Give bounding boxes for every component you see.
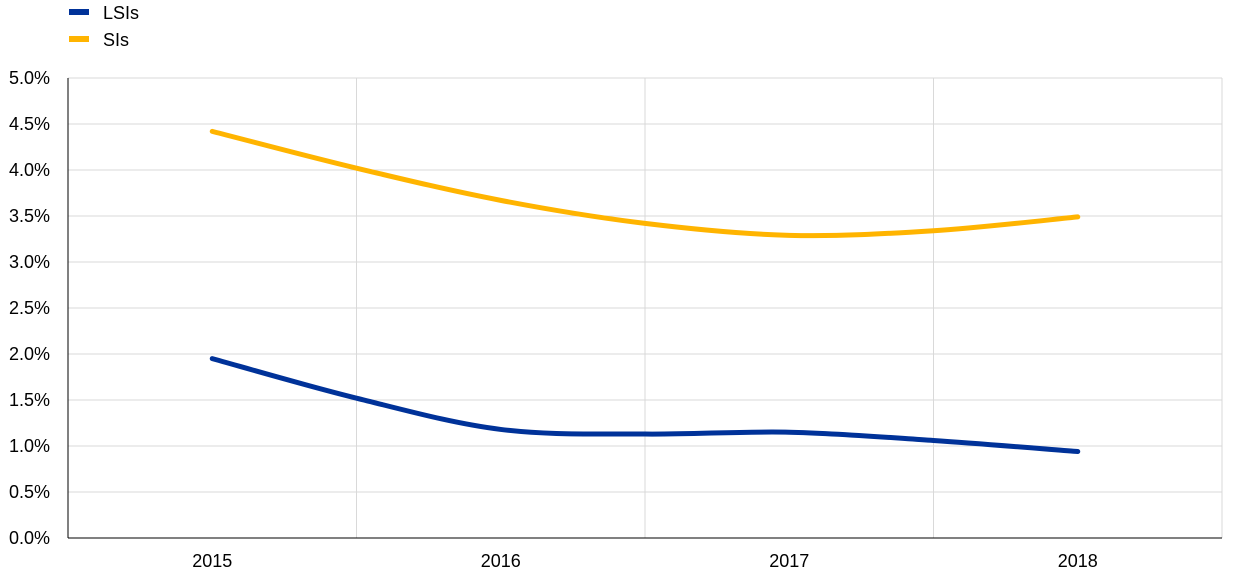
y-tick-label: 2.0% bbox=[9, 344, 50, 364]
x-tick-label: 2016 bbox=[481, 551, 521, 571]
y-tick-label: 2.5% bbox=[9, 298, 50, 318]
y-tick-label: 4.5% bbox=[9, 114, 50, 134]
y-tick-label: 4.0% bbox=[9, 160, 50, 180]
series-lines bbox=[209, 128, 1081, 455]
series-line-lsis bbox=[209, 356, 1081, 455]
y-tick-label: 0.0% bbox=[9, 528, 50, 548]
x-tick-label: 2018 bbox=[1058, 551, 1098, 571]
y-tick-label: 0.5% bbox=[9, 482, 50, 502]
legend: LSIs SIs bbox=[69, 3, 139, 50]
gridlines bbox=[68, 77, 1223, 538]
y-tick-label: 3.0% bbox=[9, 252, 50, 272]
x-tick-label: 2015 bbox=[192, 551, 232, 571]
legend-label-lsis: LSIs bbox=[103, 3, 139, 23]
y-tick-label: 1.5% bbox=[9, 390, 50, 410]
series-line-sis bbox=[209, 128, 1081, 239]
y-tick-label: 1.0% bbox=[9, 436, 50, 456]
y-tick-label: 5.0% bbox=[9, 68, 50, 88]
y-tick-label: 3.5% bbox=[9, 206, 50, 226]
axes: 0.0% 0.5% 1.0% 1.5% 2.0% 2.5% 3.0% 3.5% 4.0% 4.5%… bbox=[9, 68, 1222, 571]
legend-label-sis: SIs bbox=[103, 30, 129, 50]
x-tick-label: 2017 bbox=[769, 551, 809, 571]
